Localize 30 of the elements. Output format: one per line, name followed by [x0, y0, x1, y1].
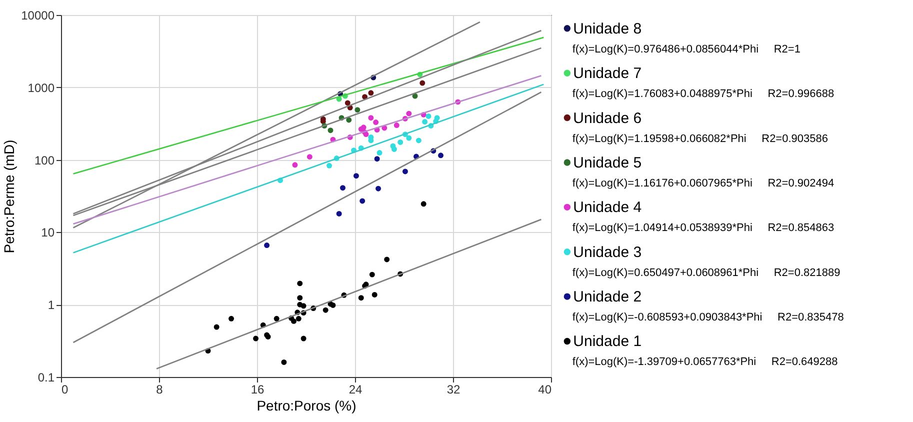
legend-label: Unidade 6 — [573, 110, 642, 127]
text: f(x)=Log(K)=1.19598+0.066082*Phi R2=0.903586 — [572, 132, 828, 145]
y-tick-label: 1 — [48, 298, 55, 312]
y-tick-label: 100 — [34, 153, 55, 168]
legend-label: Unidade 3 — [573, 244, 642, 261]
text: f(x)=Log(K)=1.76083+0.0488975*Phi R2=0.996688 — [572, 88, 834, 100]
x-tick-label: 40 — [538, 382, 552, 396]
text: f(x)=Log(K)=0.650497+0.0608961*Phi R2=0.821889 — [572, 266, 840, 279]
x-tick-label: 0 — [62, 382, 68, 396]
x-tick-label: 24 — [348, 382, 362, 396]
text: f(x)=Log(K)=-0.608593+0.0903843*Phi R2=0.835478 — [572, 312, 844, 324]
y-axis-title: Petro:Perme (mD) — [1, 140, 18, 254]
text: f(x)=Log(K)=-1.39709+0.0657763*Phi R2=0.649288 — [572, 356, 838, 368]
x-axis-title: Petro:Poros (%) — [256, 398, 356, 414]
y-tick-label: 0.1 — [38, 370, 55, 384]
text: f(x)=Log(K)=1.04914+0.0538939*Phi R2=0.854863 — [572, 222, 834, 234]
x-tick-label: 32 — [446, 382, 460, 396]
legend-label: Unidade 5 — [573, 154, 642, 172]
x-tick-label: 8 — [156, 382, 164, 396]
legend-label: Unidade 2 — [573, 288, 642, 306]
y-tick-label: 10000 — [21, 8, 55, 22]
legend-label: Unidade 8 — [573, 20, 642, 38]
text: f(x)=Log(K)=0.976486+0.0856044*Phi R2=1 — [572, 43, 800, 56]
y-tick-label: 10 — [41, 226, 55, 240]
legend-label: Unidade 4 — [573, 199, 642, 216]
legend-label: Unidade 1 — [573, 333, 642, 350]
x-tick-label: 16 — [250, 382, 264, 396]
legend-label: Unidade 7 — [573, 65, 642, 82]
text: f(x)=Log(K)=1.16176+0.0607965*Phi R2=0.902494 — [572, 177, 834, 190]
y-tick-label: 1000 — [28, 80, 55, 95]
